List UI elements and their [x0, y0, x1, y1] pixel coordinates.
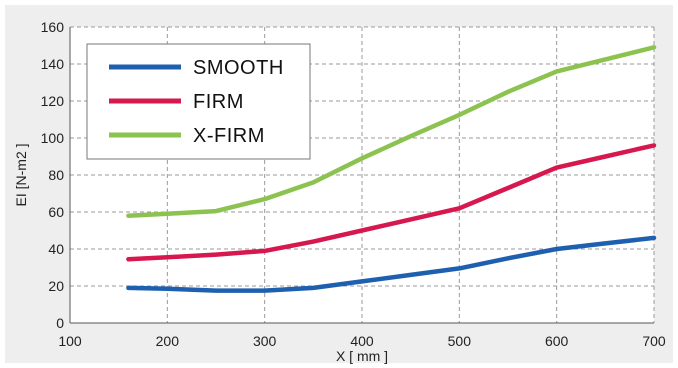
series-line-firm [126, 143, 657, 262]
y-tick-label: 140 [41, 56, 65, 72]
y-tick-label: 40 [48, 241, 64, 257]
legend-label-smooth: SMOOTH [193, 57, 284, 79]
x-tick-label: 200 [156, 333, 180, 349]
legend-label-x-firm: X-FIRM [193, 125, 265, 147]
y-tick-label: 100 [41, 130, 65, 146]
x-tick-label: 300 [253, 333, 277, 349]
x-tick-label: 700 [642, 333, 666, 349]
y-tick-labels: 0 20 40 60 80 100 120 140 160 [41, 19, 65, 331]
y-tick-label: 120 [41, 93, 65, 109]
series-line-x-firm [126, 45, 657, 218]
y-tick-label: 0 [56, 315, 64, 331]
legend: SMOOTH FIRM X-FIRM [86, 43, 311, 160]
x-tick-label: 600 [545, 333, 569, 349]
y-tick-label: 160 [41, 19, 65, 35]
x-tick-label: 100 [58, 333, 82, 349]
legend-label-firm: FIRM [193, 91, 244, 113]
x-axis-title: X [ mm ] [336, 348, 388, 364]
y-tick-label: 20 [48, 278, 64, 294]
y-tick-label: 80 [48, 167, 64, 183]
y-axis-title: EI [N-m2 ] [13, 143, 29, 206]
x-tick-label: 500 [448, 333, 472, 349]
series-lines [126, 45, 657, 293]
x-tick-label: 400 [350, 333, 374, 349]
y-tick-label: 60 [48, 204, 64, 220]
x-tick-labels: 100 200 300 400 500 600 700 [58, 333, 666, 349]
series-line-smooth [126, 235, 657, 293]
